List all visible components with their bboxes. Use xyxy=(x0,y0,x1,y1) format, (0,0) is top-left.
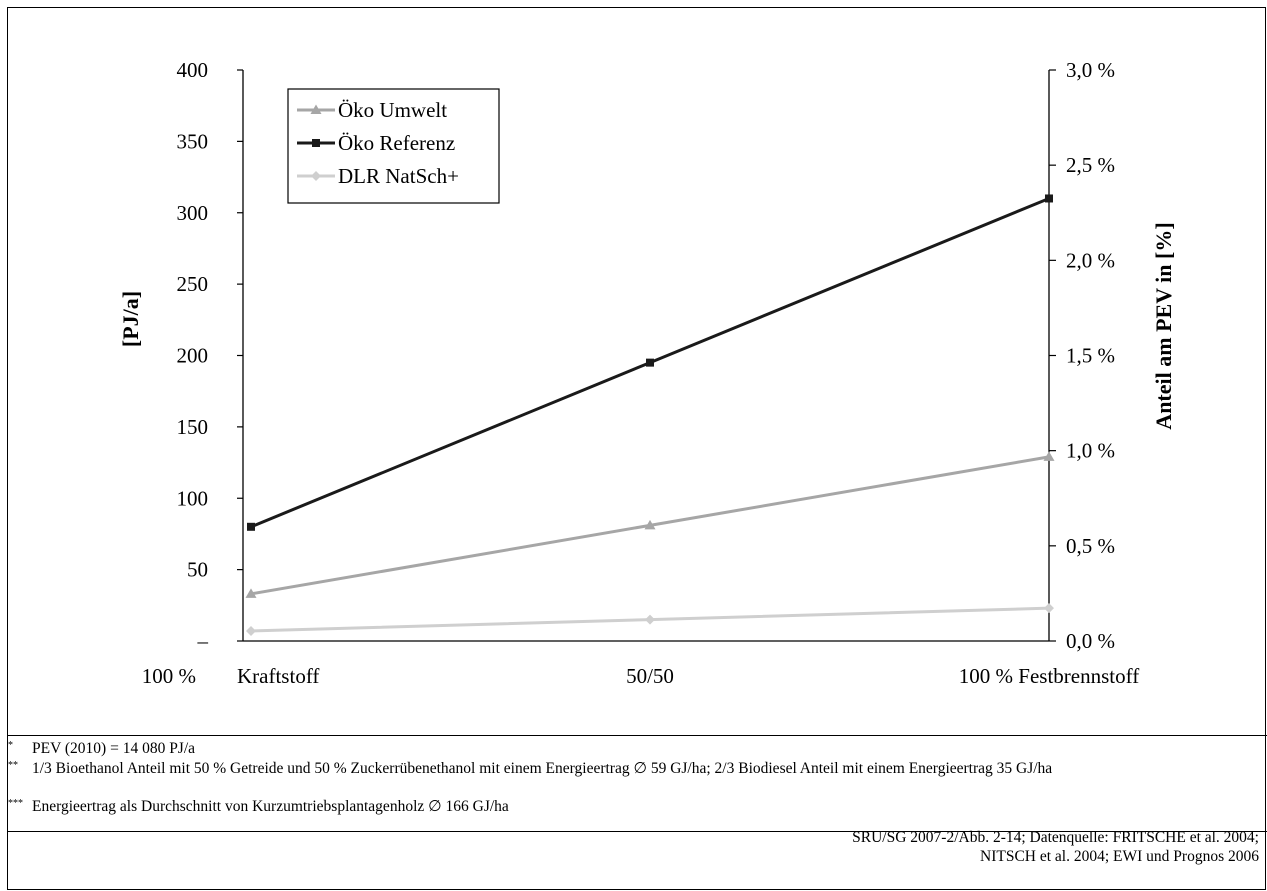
y-right-tick-label: 1,0 % xyxy=(1066,439,1115,463)
footnotes: * PEV (2010) = 14 080 PJ/a ** 1/3 Bioeth… xyxy=(8,736,1267,832)
y-right-tick-label: 0,0 % xyxy=(1066,629,1115,653)
footnote-text: 1/3 Bioethanol Anteil mit 50 % Getreide … xyxy=(32,760,1053,777)
series-lines xyxy=(245,194,1055,637)
footnote-text: PEV (2010) = 14 080 PJ/a xyxy=(32,740,196,757)
data-point-triangle xyxy=(310,104,322,114)
figure-frame: – 50 100 150 200 250 300 350 400 0,0 % 0,5 % 1,0 % 1… xyxy=(7,7,1267,890)
y-tick-label: 100 xyxy=(177,486,209,510)
y-tick-label: 350 xyxy=(177,129,209,153)
data-point-triangle xyxy=(644,519,656,530)
y-right-tick-label: 2,0 % xyxy=(1066,248,1115,272)
x-tick-label: Kraftstoff xyxy=(237,664,319,688)
axes: – 50 100 150 200 250 300 350 400 0,0 % 0,5 % 1,0 % 1… xyxy=(118,58,1176,688)
legend: Öko Umwelt Öko Referenz DLR NatSch+ xyxy=(287,88,500,204)
y-axis-title: [PJ/a] xyxy=(118,291,143,347)
x-tick-label: 50/50 xyxy=(626,664,674,688)
y-tick-label: 400 xyxy=(177,58,209,82)
legend-label: Öko Umwelt xyxy=(338,98,447,122)
legend-label: Öko Referenz xyxy=(338,131,455,155)
footnote-mark: ** xyxy=(8,760,18,771)
legend-label: DLR NatSch+ xyxy=(338,164,459,188)
footnote-3: *** Energieertrag als Durchschnitt von K… xyxy=(8,797,509,816)
footnote-1: * PEV (2010) = 14 080 PJ/a xyxy=(8,739,196,758)
data-point-square xyxy=(247,522,255,531)
y-right-tick-label: 1,5 % xyxy=(1066,344,1115,368)
data-point-triangle xyxy=(245,588,257,598)
source-line-1: SRU/SG 2007-2/Abb. 2-14; Datenquelle: FR… xyxy=(852,829,1259,846)
source-credit: SRU/SG 2007-2/Abb. 2-14; Datenquelle: FR… xyxy=(559,828,1259,866)
data-point-square xyxy=(646,358,654,367)
footnote-mark: *** xyxy=(8,798,23,809)
data-point-diamond xyxy=(1044,603,1054,614)
y-tick-label: – xyxy=(197,629,209,653)
data-point-diamond xyxy=(645,614,655,625)
data-point-diamond xyxy=(311,171,321,181)
chart-area: – 50 100 150 200 250 300 350 400 0,0 % 0,5 % 1,0 % 1… xyxy=(8,8,1267,736)
data-point-square xyxy=(1045,194,1053,203)
data-point-square xyxy=(312,139,320,147)
legend-box xyxy=(287,88,500,204)
line-chart: – 50 100 150 200 250 300 350 400 0,0 % 0,5 % 1,0 % 1… xyxy=(118,58,1176,688)
data-point-triangle xyxy=(1043,451,1055,461)
y-tick-label: 150 xyxy=(177,415,209,439)
y-right-tick-label: 0,5 % xyxy=(1066,534,1115,558)
x-tick-label: 100 % Festbrennstoff xyxy=(959,664,1139,688)
y-right-tick-label: 3,0 % xyxy=(1066,58,1115,82)
y-tick-label: 250 xyxy=(177,272,209,296)
y-tick-label: 300 xyxy=(177,201,209,225)
source-line-2: NITSCH et al. 2004; EWI und Prognos 2006 xyxy=(980,848,1259,865)
x-prefix-label: 100 % xyxy=(142,664,196,688)
footnote-2: ** 1/3 Bioethanol Anteil mit 50 % Getrei… xyxy=(8,759,1262,778)
y-right-tick-label: 2,5 % xyxy=(1066,153,1115,177)
footnote-text: Energieertrag als Durchschnitt von Kurzu… xyxy=(32,798,509,815)
y-tick-label: 50 xyxy=(187,558,208,582)
y-tick-label: 200 xyxy=(177,344,209,368)
footnote-mark: * xyxy=(8,740,13,751)
data-point-diamond xyxy=(246,626,256,637)
y-right-axis-title: Anteil am PEV in [%] xyxy=(1151,222,1176,429)
